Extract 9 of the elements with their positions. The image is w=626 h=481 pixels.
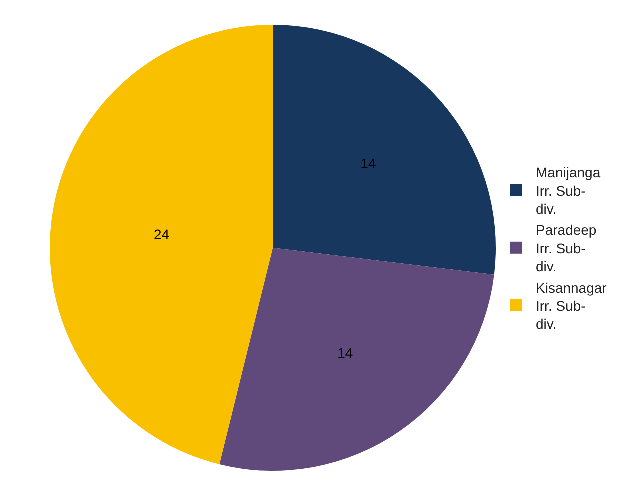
data-label: 14 [338, 344, 354, 361]
legend-label: Manijanga Irr. Sub-div. [536, 164, 601, 217]
legend-label: Paradeep Irr. Sub-div. [536, 222, 597, 275]
pie-slice [50, 25, 273, 465]
pie-slice [273, 25, 496, 275]
data-label: 14 [360, 155, 376, 172]
pie-slice [220, 248, 494, 471]
data-label: 24 [154, 226, 170, 243]
legend-label: Kisannagar Irr. Sub-div. [536, 280, 608, 332]
